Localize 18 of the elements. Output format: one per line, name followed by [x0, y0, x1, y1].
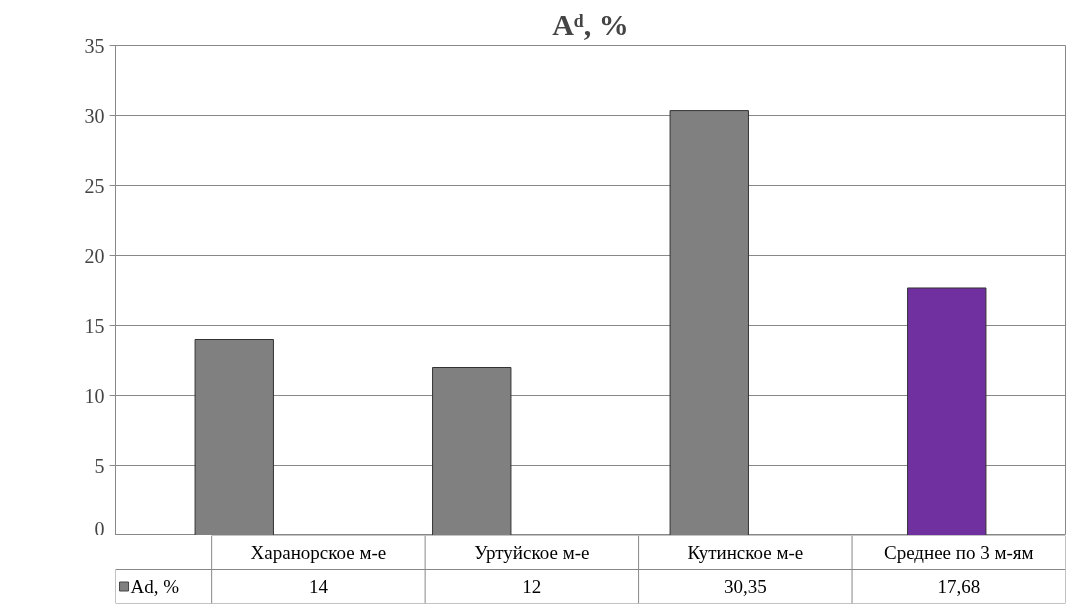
y-tick-label: 15 — [84, 314, 105, 337]
x-tick-label: Кутинское м-е — [687, 542, 804, 563]
x-tick-label: Харанорское м-е — [250, 542, 387, 563]
data-label: 14 — [308, 576, 329, 597]
y-tick-label: 25 — [84, 174, 105, 197]
y-tick-label: 20 — [84, 244, 105, 267]
data-label: 30,35 — [723, 576, 767, 597]
y-tick-label: 10 — [84, 384, 105, 407]
legend-label: Ad, % — [130, 576, 180, 597]
y-tick-label: 35 — [84, 34, 105, 57]
y-tick-label: 30 — [84, 104, 105, 127]
chart-title: Aᵈ, % — [552, 7, 629, 41]
x-tick-label: Уртуйское м-е — [474, 542, 590, 563]
y-tick-label: 5 — [94, 454, 105, 477]
y-tick-label: 0 — [94, 517, 105, 540]
x-tick-label: Среднее по 3 м-ям — [883, 542, 1034, 563]
data-label: 17,68 — [937, 576, 981, 597]
data-label: 12 — [522, 576, 542, 597]
